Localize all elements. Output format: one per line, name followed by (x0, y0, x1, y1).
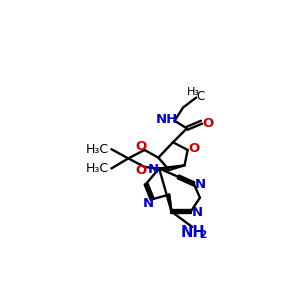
Text: O: O (135, 164, 146, 177)
Text: N: N (143, 196, 154, 210)
Text: N: N (147, 163, 158, 176)
Text: C: C (196, 90, 205, 103)
Text: H₃: H₃ (187, 87, 200, 97)
Text: NH: NH (156, 113, 178, 126)
Text: NH: NH (181, 225, 205, 240)
Text: H₃C: H₃C (86, 143, 109, 156)
Text: N: N (194, 178, 206, 191)
Text: N: N (191, 206, 203, 219)
Text: O: O (188, 142, 200, 155)
Text: O: O (135, 140, 146, 153)
Text: H₃C: H₃C (86, 162, 109, 175)
Text: O: O (202, 116, 213, 130)
Text: 2: 2 (199, 230, 206, 240)
